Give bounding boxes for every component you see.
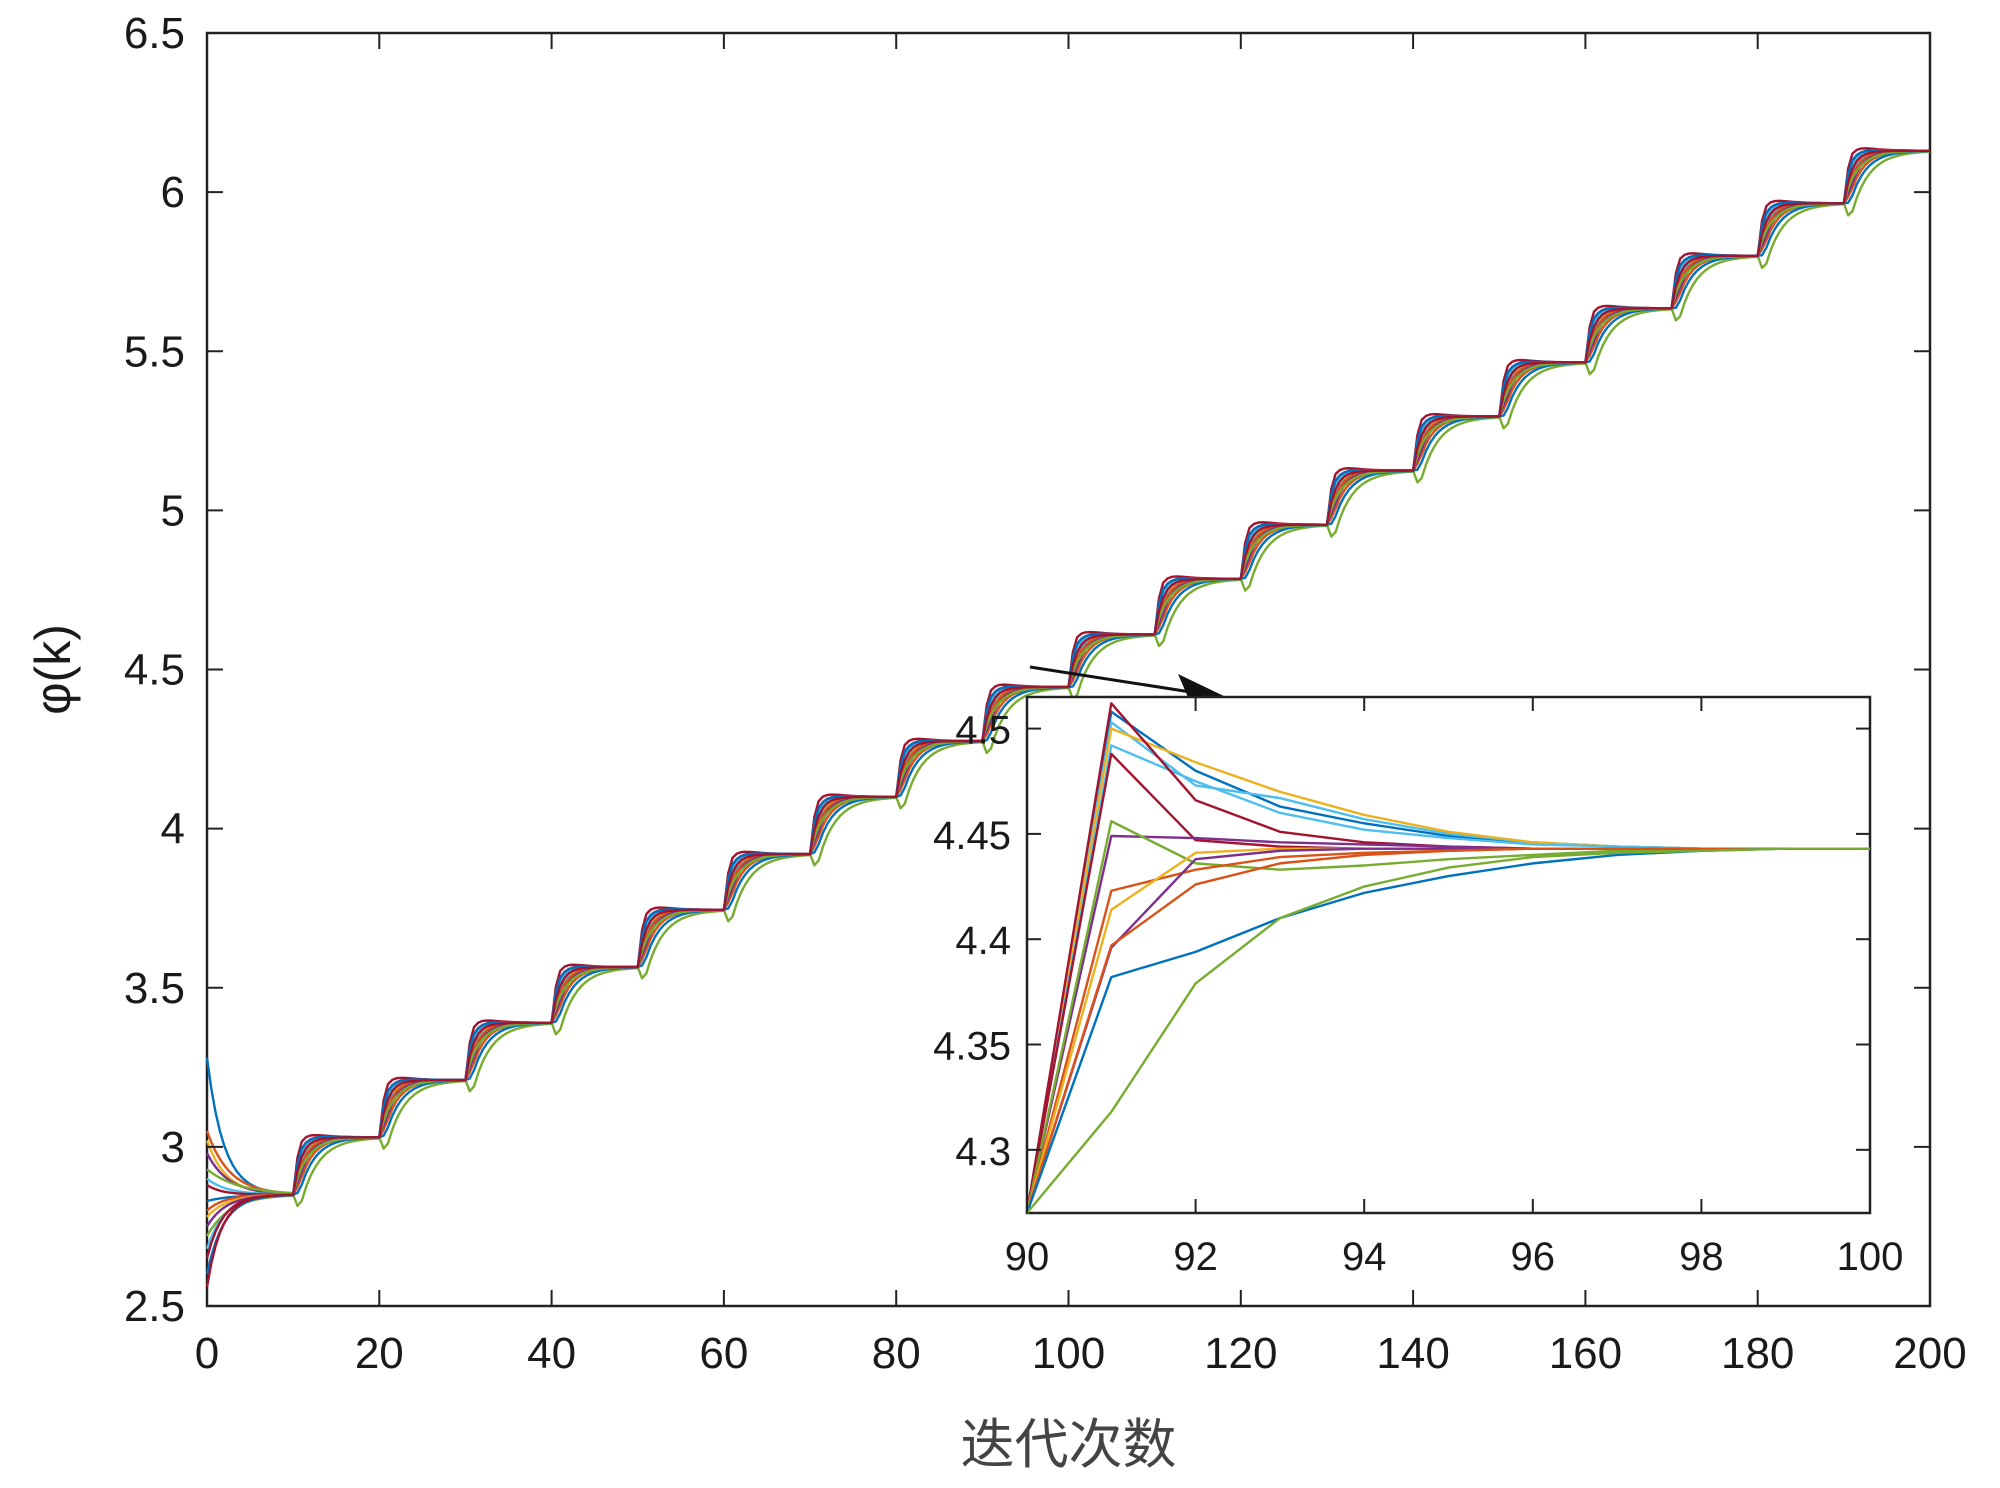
main-y-tick-label: 3 [161,1123,185,1172]
inset-y-tick-label: 4.45 [933,814,1011,858]
inset-y-tick-label: 4.3 [955,1130,1011,1174]
inset-x-tick-label: 92 [1173,1235,1218,1279]
main-axes: 0 20 40 60 80 100 120 140 160 180 200 2.5 3 3.5 4 4.5 5 5… [124,9,1967,1378]
main-x-tick-label: 160 [1549,1329,1622,1378]
inset-y-tick-label: 4.5 [955,709,1011,753]
main-series-line [205,149,1931,1288]
inset-x-tick-label: 90 [1005,1235,1050,1279]
main-x-tick-label: 80 [872,1329,921,1378]
y-axis-label: φ(k) [25,624,81,715]
main-x-tick-label: 200 [1893,1329,1966,1378]
main-x-tick-label: 100 [1032,1329,1105,1378]
inset-plot-frame [1025,695,1872,1215]
inset-series-line [1026,847,1870,1214]
inset-series-group [1025,702,1870,1214]
main-y-tick-label: 3.5 [124,964,185,1013]
zoom-arrow [1029,665,1230,714]
main-y-tick-label: 4 [161,805,185,854]
inset-x-tick-label: 98 [1679,1235,1724,1279]
x-axis-label: 迭代次数 [961,1413,1177,1476]
main-x-tick-label: 20 [355,1329,404,1378]
main-y-tick-label: 4.5 [124,646,185,695]
inset-series-line [1025,847,1870,1214]
main-x-tick-label: 0 [195,1329,219,1378]
main-y-tick-label: 6.5 [124,9,185,58]
main-y-tick-label: 6 [161,168,185,217]
inset-y-tick-label: 4.4 [955,919,1011,963]
main-y-tick-label: 2.5 [124,1282,185,1331]
main-x-tick-label: 40 [527,1329,576,1378]
zoom-arrow-line [1029,665,1211,697]
main-x-tick-label: 140 [1376,1329,1449,1378]
main-x-tick-label: 120 [1204,1329,1277,1378]
inset-axes: 90 92 94 96 98 100 4.3 4.35 4.4 4.45 4.5 [933,697,1903,1279]
main-x-tick-label: 60 [699,1329,748,1378]
inset-x-tick-label: 94 [1342,1235,1387,1279]
zoom-arrow-head [1172,674,1230,714]
main-series-group [205,147,1931,1288]
main-x-tick-label: 180 [1721,1329,1794,1378]
main-y-tick-label: 5 [161,486,185,535]
inset-x-tick-label: 96 [1511,1235,1556,1279]
inset-plot: 90 92 94 96 98 100 4.3 4.35 4.4 4.45 4.5 [933,695,1903,1279]
main-y-tick-label: 5.5 [124,327,185,376]
inset-y-tick-label: 4.35 [933,1025,1011,1069]
inset-x-tick-label: 100 [1837,1235,1904,1279]
